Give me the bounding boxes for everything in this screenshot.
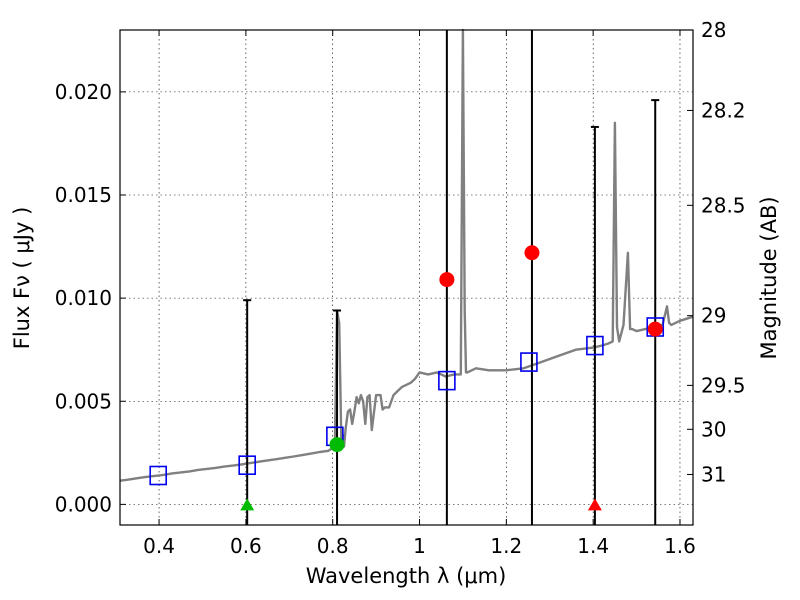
y-tick-label: 0.010 — [55, 286, 112, 310]
model-flux-square — [520, 352, 538, 372]
right-tick-label: 29.5 — [701, 373, 746, 397]
x-tick-label: 1 — [413, 534, 426, 558]
right-tick-label: 29 — [701, 304, 726, 328]
sed-layer — [119, 28, 694, 482]
x-tick-label: 1.6 — [664, 534, 696, 558]
right-axis-label: Magnitude (AB) — [757, 196, 781, 359]
y-tick-label: 0.000 — [55, 492, 112, 516]
right-tick-label: 28.2 — [701, 98, 746, 122]
y-tick-label: 0.015 — [55, 183, 112, 207]
x-tick-label: 1.4 — [577, 534, 609, 558]
tick-layer: 0.4 0.6 0.8 1 1.2 1.4 1.6 0.000 0.005 0.010 0.015 0… — [55, 18, 746, 558]
x-tick-label: 0.8 — [317, 534, 349, 558]
plot-frame — [119, 29, 694, 526]
non-detection-triangle — [587, 498, 602, 511]
right-tick-label: 30 — [701, 417, 726, 441]
model-flux-square — [586, 335, 604, 356]
model-flux-square — [438, 370, 456, 391]
x-axis-label: Wavelength λ (μm) — [306, 564, 507, 588]
x-tick-label: 0.4 — [143, 534, 175, 558]
marker-layer — [149, 245, 665, 511]
y-tick-label: 0.020 — [55, 80, 112, 104]
x-tick-label: 0.6 — [230, 534, 262, 558]
x-tick-label: 1.2 — [490, 534, 522, 558]
observed-flux-point — [647, 321, 663, 337]
right-tick-label: 28.5 — [701, 193, 746, 217]
non-detection-triangle — [240, 498, 255, 511]
right-tick-label: 31 — [701, 462, 726, 486]
model-flux-square — [149, 465, 167, 486]
model-flux-square — [238, 455, 256, 475]
grid — [120, 30, 693, 525]
detection-point — [329, 437, 345, 453]
observed-flux-point — [524, 245, 540, 261]
observed-flux-point — [439, 272, 455, 288]
sed-curve — [119, 28, 694, 482]
y-tick-label: 0.005 — [55, 389, 112, 413]
y-axis-label: Flux Fν ( μJy ) — [10, 207, 34, 350]
right-tick-label: 28 — [701, 18, 726, 42]
